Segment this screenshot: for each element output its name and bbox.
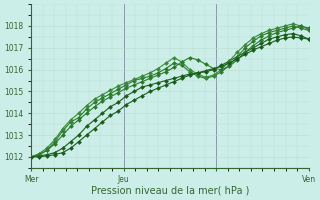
X-axis label: Pression niveau de la mer( hPa ): Pression niveau de la mer( hPa ) — [91, 186, 249, 196]
